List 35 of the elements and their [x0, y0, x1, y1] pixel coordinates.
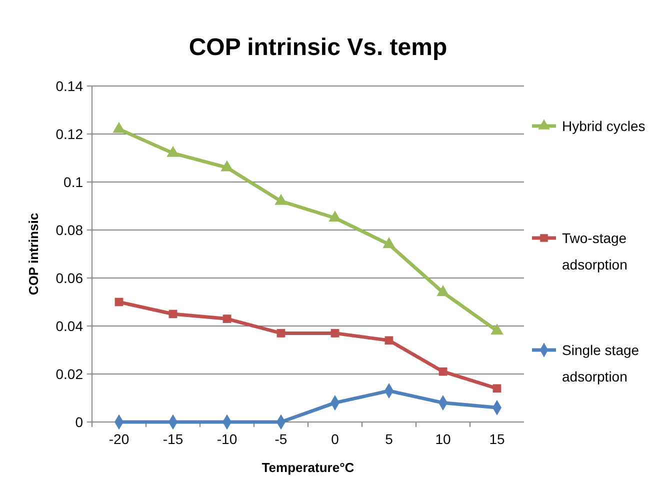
y-tick-label: 0.14: [56, 78, 84, 94]
x-tick-label: 0: [331, 431, 340, 447]
point: [114, 298, 124, 306]
x-tick-label: -5: [274, 431, 288, 447]
point: [222, 314, 232, 323]
legend-label: Two-stage adsorption: [562, 230, 628, 272]
x-tick-label: -15: [162, 431, 184, 447]
y-tick-label: 0.04: [56, 318, 84, 334]
point: [274, 194, 288, 205]
point: [492, 384, 502, 393]
legend-label: Single stage adsorption: [562, 342, 640, 384]
point: [330, 329, 340, 338]
y-tick-label: 0: [75, 414, 84, 430]
point: [382, 237, 396, 248]
x-tick-label: -20: [108, 431, 130, 447]
y-tick-label: 0.12: [56, 126, 84, 142]
point: [276, 329, 286, 338]
legend-label: Hybrid cycles: [562, 118, 646, 134]
point: [168, 310, 178, 318]
point: [220, 160, 234, 172]
x-axis-title: Temperature°C: [262, 460, 355, 475]
point: [166, 146, 180, 157]
y-tick-label: 0.08: [56, 222, 84, 238]
x-tick-label: -10: [216, 431, 238, 447]
chart-title: COP intrinsic Vs. temp: [188, 34, 448, 61]
y-tick-label: 0.02: [56, 366, 84, 382]
y-tick-label: 0.1: [64, 174, 84, 190]
y-tick-label: 0.06: [56, 270, 84, 286]
x-tick-label: 10: [435, 431, 451, 447]
point: [438, 367, 448, 376]
x-tick-label: 15: [489, 431, 505, 447]
x-tick-label: 5: [385, 431, 394, 447]
point: [436, 285, 450, 296]
point: [384, 336, 394, 345]
y-axis-title: COP intrinsic: [26, 212, 41, 296]
